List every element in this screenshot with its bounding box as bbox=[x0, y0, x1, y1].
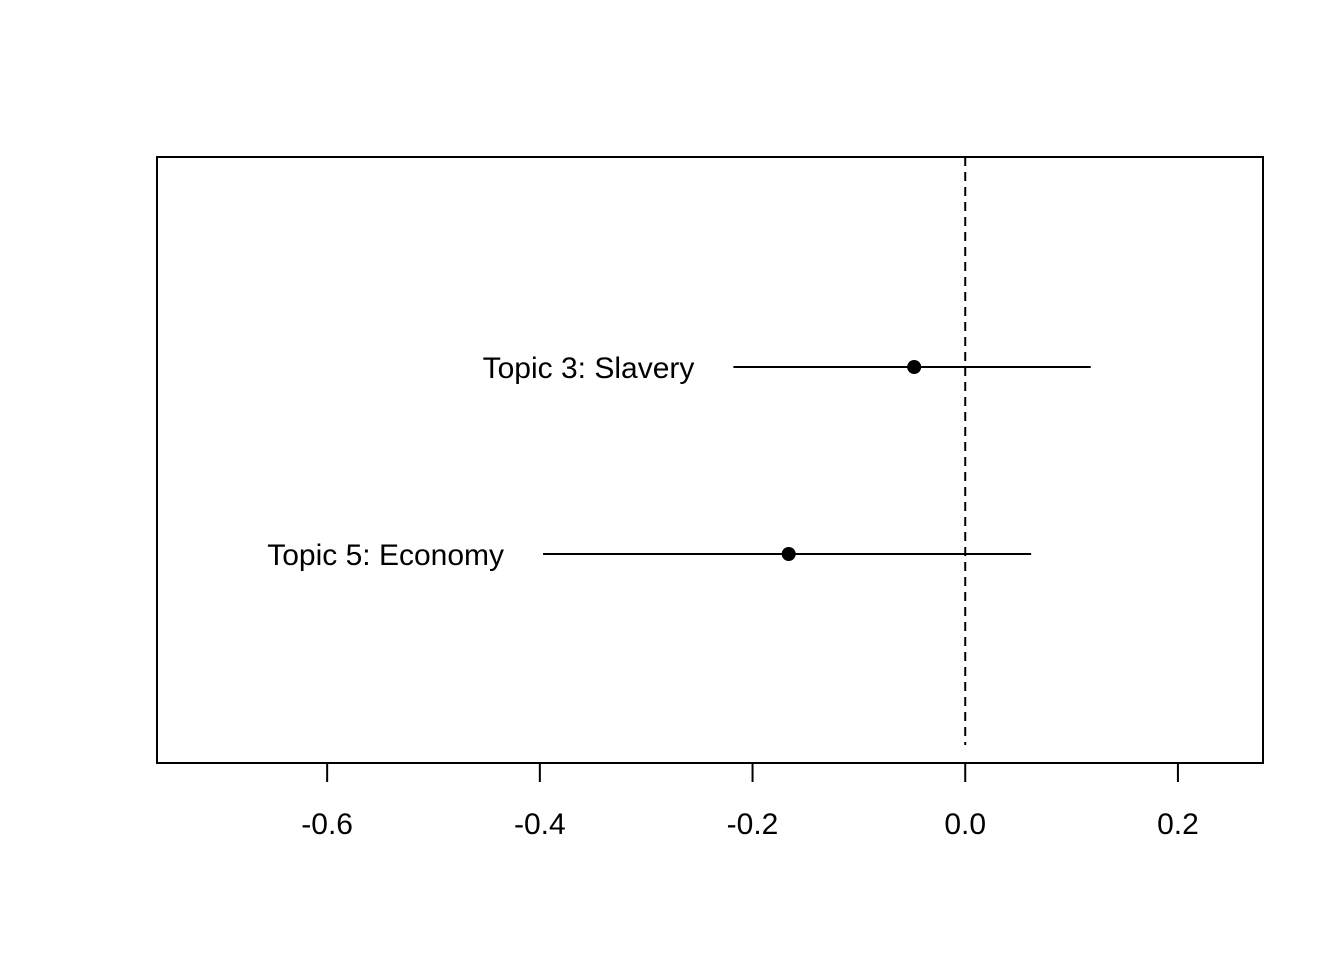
point-estimate bbox=[907, 360, 922, 374]
x-tick-label: -0.2 bbox=[727, 808, 779, 841]
x-tick-label: 0.2 bbox=[1157, 808, 1199, 841]
x-tick-label: -0.6 bbox=[301, 808, 353, 841]
point-estimate bbox=[781, 547, 796, 561]
data-marks: Topic 3: Slavery Topic 5: Economy bbox=[267, 352, 1091, 572]
x-tick-label: 0.0 bbox=[944, 808, 986, 841]
x-axis: -0.6 -0.4 -0.2 0.0 0.2 bbox=[301, 763, 1199, 841]
x-tick-label: -0.4 bbox=[514, 808, 566, 841]
plot-frame bbox=[156, 156, 1264, 764]
estimate-label: Topic 3: Slavery bbox=[483, 352, 695, 385]
estimate-label: Topic 5: Economy bbox=[267, 539, 504, 572]
